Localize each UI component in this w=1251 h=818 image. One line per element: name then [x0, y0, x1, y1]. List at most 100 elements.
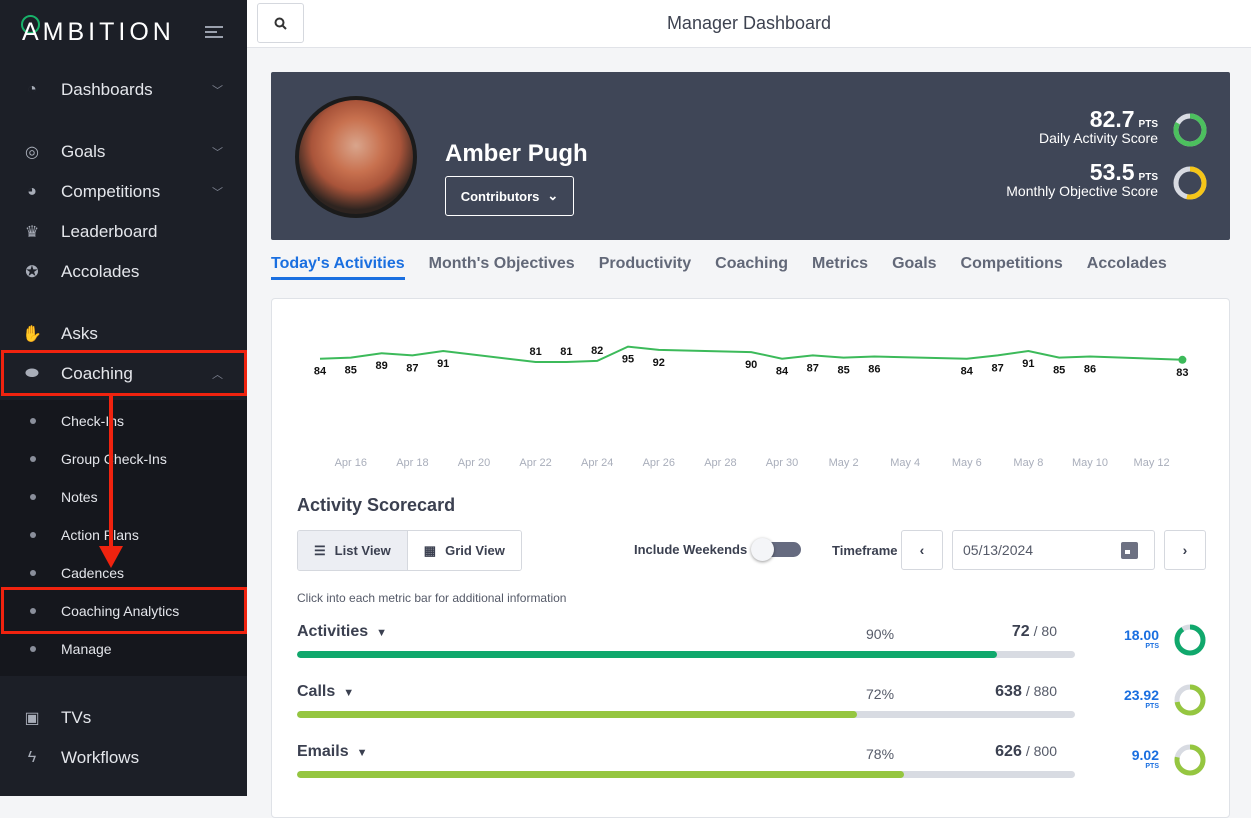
submenu-item-action-plans[interactable]: Action Plans — [0, 517, 247, 553]
medal-icon: ✪ — [25, 264, 39, 281]
include-weekends-label: Include Weekends — [634, 542, 748, 557]
data-label: 84 — [314, 366, 327, 378]
annotation-arrow-head — [99, 546, 123, 568]
include-weekends-toggle[interactable] — [751, 538, 801, 561]
monthly-score-label: Monthly Objective Score — [1006, 183, 1158, 199]
metric-points-ring — [1174, 744, 1206, 776]
metric-name[interactable]: Emails ▼ — [297, 743, 368, 760]
x-tick-label: Apr 28 — [704, 457, 736, 469]
x-tick-label: May 2 — [829, 457, 859, 469]
data-label: 86 — [868, 364, 880, 376]
tab-accolades[interactable]: Accolades — [1086, 255, 1167, 272]
metric-points-ring — [1174, 684, 1206, 716]
helmet-icon: ◕ — [27, 183, 37, 200]
submenu-item-check-ins[interactable]: Check-Ins — [0, 403, 247, 439]
list-view-button[interactable]: ☰ List View — [298, 531, 408, 570]
trophy-icon: ♛ — [24, 224, 40, 241]
sidebar-item-workflows[interactable]: ϟ Workflows — [0, 738, 247, 778]
metric-progress-bar[interactable] — [297, 651, 1075, 658]
tab-metrics[interactable]: Metrics — [812, 255, 869, 272]
chevron-down-icon: ﹀ — [212, 187, 223, 199]
data-label: 85 — [1053, 365, 1065, 377]
metric-row-calls[interactable]: Calls ▼ 72% 638/ 880 23.92 PTS — [297, 683, 1207, 733]
sidebar-item-leaderboard[interactable]: ♛ Leaderboard — [0, 212, 247, 252]
data-label: 87 — [991, 362, 1003, 374]
metric-name[interactable]: Activities ▼ — [297, 623, 388, 640]
chevron-down-icon: ﹀ — [212, 147, 223, 159]
tab-competitions[interactable]: Competitions — [960, 255, 1063, 272]
submenu-item-coaching-analytics[interactable]: Coaching Analytics — [0, 593, 247, 629]
date-input[interactable]: 05/13/2024 — [952, 530, 1155, 570]
tab-goals[interactable]: Goals — [892, 255, 937, 272]
date-value: 05/13/2024 — [963, 542, 1034, 558]
logo[interactable]: AMBITION — [22, 18, 175, 46]
tab-month-s-objectives[interactable]: Month's Objectives — [428, 255, 575, 272]
metric-progress-bar[interactable] — [297, 771, 1075, 778]
data-label: 82 — [591, 345, 603, 357]
x-tick-label: May 12 — [1134, 457, 1170, 469]
next-date-button[interactable]: › — [1164, 530, 1206, 570]
bullet-icon — [30, 418, 36, 424]
sidebar-item-goals[interactable]: ◎ Goals ﹀ — [0, 132, 247, 172]
metric-value: 72/ 80 — [1011, 623, 1057, 640]
submenu-item-manage[interactable]: Manage — [0, 631, 247, 667]
metric-points-ring — [1174, 624, 1206, 656]
metric-points: 18.00 PTS — [1123, 627, 1159, 650]
x-tick-label: Apr 16 — [335, 457, 367, 469]
sidebar-item-coaching[interactable]: ⬬ Coaching ︿ — [0, 354, 247, 394]
metric-row-emails[interactable]: Emails ▼ 78% 626/ 800 9.02 PTS — [297, 743, 1207, 793]
calendar-icon[interactable] — [1121, 542, 1138, 559]
x-tick-label: Apr 18 — [396, 457, 428, 469]
bullet-icon — [30, 608, 36, 614]
data-label: 81 — [560, 346, 572, 358]
data-label: 85 — [345, 365, 357, 377]
sidebar-item-dashboards[interactable]: ◔ Dashboards ﹀ — [0, 70, 247, 110]
coaching-submenu — [0, 400, 247, 676]
metric-progress-bar[interactable] — [297, 711, 1075, 718]
data-label: 84 — [961, 366, 974, 378]
ring-fill — [1174, 624, 1206, 656]
x-tick-label: May 8 — [1013, 457, 1043, 469]
top-bar: Manager Dashboard — [247, 0, 1251, 48]
sidebar-item-accolades[interactable]: ✪ Accolades — [0, 252, 247, 292]
data-point[interactable] — [1178, 355, 1187, 364]
metric-row-activities[interactable]: Activities ▼ 90% 72/ 80 18.00 PTS — [297, 623, 1207, 673]
sidebar-item-asks[interactable]: ✋ Asks — [0, 314, 247, 354]
daily-score-chart: 84 85 89 87 91 81 81 82 95 92 90 84 87 85 86 84 87 91 85 86… — [314, 345, 1189, 469]
annotation-arrow — [109, 396, 113, 548]
collapse-sidebar-icon[interactable] — [205, 26, 223, 38]
ring-fill — [1174, 744, 1206, 776]
previous-date-button[interactable]: ‹ — [901, 530, 943, 570]
bolt-icon: ϟ — [27, 749, 37, 766]
monthly-score-unit: PTS — [1138, 172, 1158, 183]
submenu-item-group-check-ins[interactable]: Group Check-Ins — [0, 441, 247, 477]
profile-name: Amber Pugh — [445, 140, 588, 167]
sidebar-item-label: TVs — [61, 708, 92, 727]
grid-view-label: Grid View — [445, 543, 505, 558]
tab-productivity[interactable]: Productivity — [598, 255, 692, 272]
target-icon: ◎ — [25, 144, 39, 161]
metric-name[interactable]: Calls ▼ — [297, 683, 355, 700]
data-label: 87 — [807, 362, 819, 374]
scorecard-title: Activity Scorecard — [297, 495, 456, 515]
sidebar-item-tvs[interactable]: ▣ TVs — [0, 698, 247, 738]
tab-coaching[interactable]: Coaching — [715, 255, 789, 272]
daily-score: 82.7 PTS Daily Activity Score — [1039, 106, 1158, 146]
contributors-label: Contributors — [460, 188, 540, 204]
submenu-item-cadences[interactable]: Cadences — [0, 555, 247, 591]
monthly-score: 53.5 PTS Monthly Objective Score — [1006, 159, 1158, 199]
search-button[interactable] — [257, 3, 304, 43]
submenu-item-notes[interactable]: Notes — [0, 479, 247, 515]
sidebar-item-label: Goals — [61, 142, 106, 161]
x-tick-label: Apr 26 — [643, 457, 675, 469]
gauge-icon: ◔ — [27, 81, 37, 98]
contributors-dropdown[interactable]: Contributors ⌄ — [445, 176, 574, 216]
submenu-item-label: Action Plans — [61, 527, 139, 543]
daily-score-unit: PTS — [1138, 119, 1158, 130]
submenu-item-label: Group Check-Ins — [61, 451, 167, 467]
scorecard-hint: Click into each metric bar for additiona… — [297, 591, 567, 605]
x-tick-label: Apr 22 — [519, 457, 551, 469]
grid-view-button[interactable]: ▦ Grid View — [407, 531, 521, 570]
sidebar-item-competitions[interactable]: ◕ Competitions ﹀ — [0, 172, 247, 212]
tab-today-s-activities[interactable]: Today's Activities — [271, 255, 405, 280]
